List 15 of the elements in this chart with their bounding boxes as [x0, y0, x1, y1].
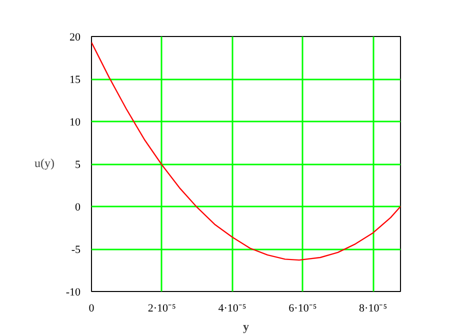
x-tick-label: 0: [88, 302, 95, 314]
x-tick-label: 6·10⁻⁵: [288, 302, 317, 314]
x-axis-title: y: [243, 320, 249, 334]
text: u(y): [34, 156, 54, 171]
line-series: [92, 42, 400, 261]
y-tick-label: -5: [71, 244, 81, 256]
x-tick-label: 4·10⁻⁵: [218, 302, 246, 314]
y-tick-label: 0: [75, 202, 81, 214]
y-tick-label: 10: [70, 116, 81, 128]
x-tick-label: 2·10⁻⁵: [148, 302, 176, 314]
x-tick-label: 8·10⁻⁵: [359, 302, 388, 314]
y-tick-label: 20: [70, 32, 81, 44]
y-tick-label: 15: [70, 74, 81, 86]
y-tick-label: 5: [75, 159, 81, 171]
y-tick-label: -10: [66, 286, 81, 298]
